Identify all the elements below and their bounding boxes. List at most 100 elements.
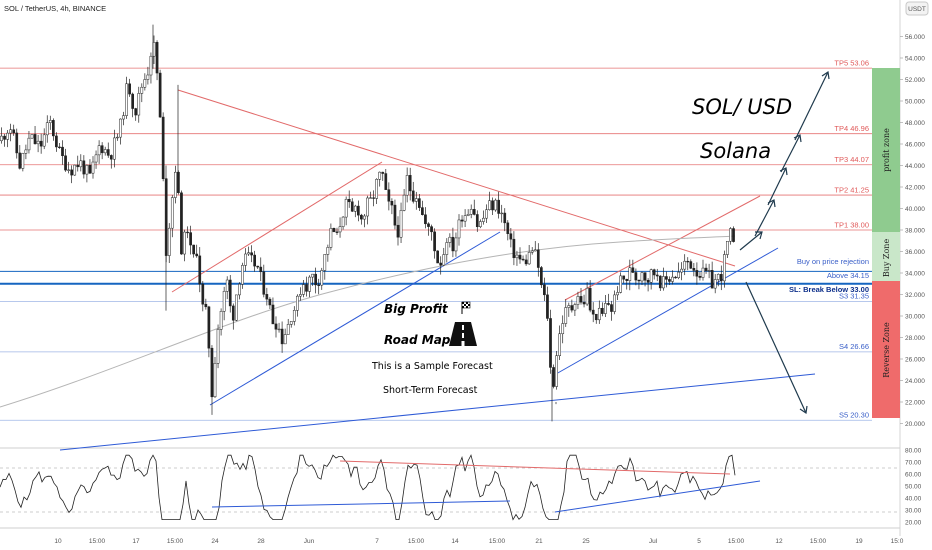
candle-body xyxy=(204,303,208,308)
candle-body xyxy=(698,275,702,278)
price-axis[interactable]: 56.000 54.000 52.000 50.000 48.000 46.000 44.0… xyxy=(900,34,925,428)
candle-body xyxy=(283,334,287,345)
candle-body xyxy=(515,254,519,259)
price-tick-label: 26.000 xyxy=(905,356,925,363)
time-axis[interactable]: 10 15:00 17 15:00 24 28 Jun 7 15:00 14 15:00 21 25 Ju… xyxy=(54,538,903,545)
buy-zone-label: Buy Zone xyxy=(882,239,891,278)
candle-body xyxy=(658,275,662,289)
candle-body xyxy=(189,232,192,246)
candle-body xyxy=(177,171,180,194)
candle-body xyxy=(723,254,726,282)
price-tick-label: 32.000 xyxy=(905,292,925,299)
candle-body xyxy=(634,272,638,281)
candle-body xyxy=(585,287,589,305)
candle-body xyxy=(396,224,400,238)
candle-body xyxy=(518,254,522,260)
candle-body xyxy=(683,260,687,270)
rsi-tick-label: 80.00 xyxy=(905,448,922,455)
candle-body xyxy=(113,137,116,160)
candle-body xyxy=(543,284,546,296)
road-icon xyxy=(449,322,477,346)
candle-body xyxy=(268,298,272,306)
candle-body xyxy=(549,318,552,368)
candle-body xyxy=(527,252,531,265)
candle-body xyxy=(448,236,452,243)
candle-body xyxy=(0,135,3,142)
level-label-4: TP1 38.00 xyxy=(834,221,869,230)
price-tick-label: 52.000 xyxy=(905,77,925,84)
candle-body xyxy=(67,169,70,171)
candle-body xyxy=(250,252,253,256)
candle-body xyxy=(643,272,647,281)
candle-body xyxy=(76,164,80,168)
sample-forecast-text: This is a Sample Forecast xyxy=(371,361,493,372)
candle-body xyxy=(183,231,186,255)
candle-body xyxy=(360,214,363,220)
time-tick-label: 14 xyxy=(451,538,459,545)
candle-body xyxy=(472,209,476,215)
currency-badge[interactable]: USDT xyxy=(908,6,926,13)
candle-body xyxy=(555,355,558,387)
candle-body xyxy=(311,273,314,278)
candle-body xyxy=(665,276,668,280)
candle-body xyxy=(39,140,43,147)
candle-body xyxy=(701,267,705,278)
candle-body xyxy=(646,279,650,283)
candle-body xyxy=(662,276,665,289)
price-tick-label: 34.000 xyxy=(905,270,925,277)
symbol-header[interactable]: SOL / TetherUS, 4h, BINANCE xyxy=(4,4,106,13)
rsi-axis[interactable]: 80.00 70.00 60.00 50.00 40.00 30.00 20.00 xyxy=(905,448,922,527)
candle-body xyxy=(540,267,543,286)
candle-body xyxy=(30,134,34,139)
candle-body xyxy=(317,284,321,286)
candle-body xyxy=(174,171,177,198)
candle-body xyxy=(716,274,720,280)
candle-body xyxy=(247,252,250,255)
short-term-text: Short-Term Forecast xyxy=(383,385,478,396)
candle-body xyxy=(692,268,696,271)
candle-body xyxy=(296,295,299,311)
candle-body xyxy=(631,267,635,273)
candle-body xyxy=(579,296,583,303)
candle-body xyxy=(137,93,141,116)
candle-body xyxy=(201,283,205,305)
time-tick-label: 15:0 xyxy=(891,538,904,545)
candle-body xyxy=(378,171,382,180)
candle-body xyxy=(674,276,677,279)
candle-body xyxy=(259,266,263,273)
candle-body xyxy=(125,83,128,116)
level-label-9: S4 26.66 xyxy=(839,342,869,351)
candle-body xyxy=(228,279,232,307)
candle-body xyxy=(158,72,162,118)
price-tick-label: 42.000 xyxy=(905,184,925,191)
time-tick-label: 17 xyxy=(132,538,140,545)
candle-body xyxy=(18,152,22,169)
candle-body xyxy=(530,250,534,253)
candle-body xyxy=(564,307,568,324)
candle-body xyxy=(170,197,174,229)
candle-body xyxy=(533,249,537,252)
level-label-3: TP2 41.25 xyxy=(834,186,869,195)
candle-body xyxy=(52,120,55,137)
candle-body xyxy=(408,175,412,192)
candle-body xyxy=(719,274,723,282)
price-tick-label: 22.000 xyxy=(905,399,925,406)
candle-body xyxy=(552,367,555,387)
candle-body xyxy=(335,231,339,233)
candle-body xyxy=(594,313,598,321)
candle-body xyxy=(427,223,430,227)
price-tick-label: 46.000 xyxy=(905,141,925,148)
profit-zone-label: profit zone xyxy=(882,128,891,172)
candle-body xyxy=(61,146,64,157)
time-tick-label: 28 xyxy=(257,538,265,545)
candle-body xyxy=(140,86,144,94)
candle-body xyxy=(314,273,317,286)
candle-body xyxy=(369,197,372,199)
price-tick-label: 38.000 xyxy=(905,227,925,234)
candle-body xyxy=(12,129,16,134)
candle-body xyxy=(167,227,171,256)
candle-body xyxy=(216,329,220,364)
candle-body xyxy=(732,228,735,242)
candle-body xyxy=(15,132,19,154)
